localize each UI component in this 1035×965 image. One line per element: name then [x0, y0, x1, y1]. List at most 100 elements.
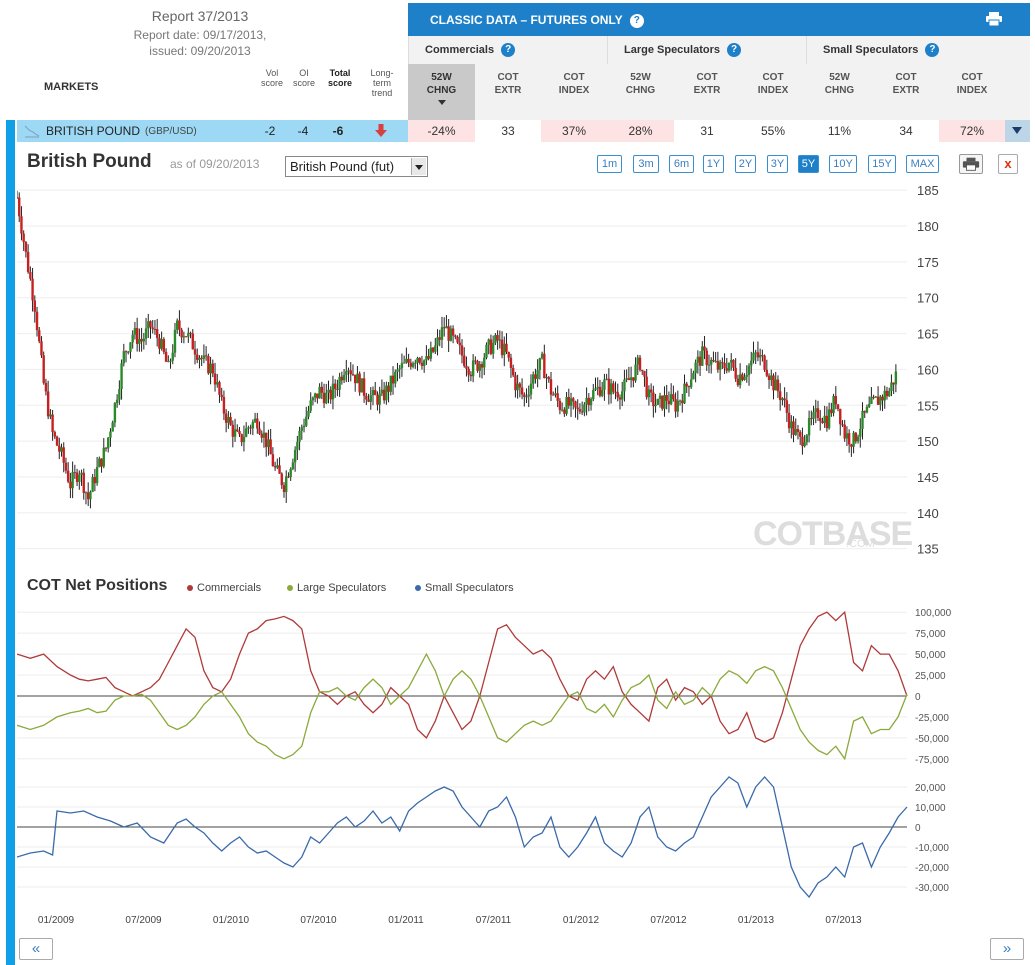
commercials-cot-index-header[interactable]: COT INDEX [541, 64, 607, 120]
candle-up [202, 355, 206, 359]
long-term-trend-header[interactable]: Long- term trend [364, 68, 400, 98]
candle-down [75, 472, 79, 482]
y-tick-label: -10,000 [915, 843, 949, 854]
commercials-cot-extr-header[interactable]: COT EXTR [475, 64, 541, 120]
candle-up [422, 360, 426, 366]
classic-data-header: CLASSIC DATA – FUTURES ONLY ? [408, 3, 1030, 36]
candle-down [627, 378, 631, 381]
help-icon[interactable]: ? [925, 43, 940, 57]
market-row-british-pound[interactable]: BRITISH POUND (GBP/USD) -2 -4 -6 -24% 33… [17, 120, 1030, 142]
range-button-max[interactable]: MAX [906, 155, 939, 173]
candle-up [781, 398, 784, 401]
market-name[interactable]: BRITISH POUND [46, 124, 141, 138]
candle-down [465, 365, 468, 369]
close-button[interactable]: x [998, 154, 1018, 174]
help-icon[interactable]: ? [727, 43, 742, 57]
candle-down [460, 345, 464, 356]
candle-up [389, 375, 392, 392]
range-button-1m[interactable]: 1m [597, 155, 622, 173]
candle-down [761, 355, 764, 357]
range-button-15y[interactable]: 15Y [868, 155, 896, 173]
candle-up [449, 328, 453, 341]
commercials-cot-extr-value: 33 [501, 124, 515, 138]
oi-score-header[interactable]: OI score [289, 68, 319, 88]
small-spec-cot-extr-header[interactable]: COT EXTR [873, 64, 939, 120]
col-header-line2: EXTR [494, 85, 522, 96]
candle-down [614, 391, 617, 393]
candle-up [707, 364, 711, 366]
candle-down [46, 391, 50, 417]
legend-small-speculators[interactable]: Small Speculators [425, 582, 514, 594]
help-icon[interactable]: ? [501, 43, 516, 57]
candle-up [569, 398, 573, 406]
col-header-line1: COT [696, 72, 718, 83]
y-tick-label: 155 [917, 398, 939, 413]
large-spec-cot-extr-header[interactable]: COT EXTR [674, 64, 740, 120]
range-button-1y[interactable]: 1Y [703, 155, 724, 173]
candle-up [861, 410, 864, 429]
expand-row-button[interactable] [1005, 120, 1030, 142]
y-tick-label: -75,000 [915, 755, 949, 766]
commercials-52w-chng-header[interactable]: 52W CHNG [408, 64, 475, 120]
candle-up [118, 388, 121, 400]
legend-large-speculators[interactable]: Large Speculators [297, 582, 387, 594]
candle-down [652, 392, 655, 407]
candle-up [160, 339, 163, 349]
candle-up [540, 353, 544, 359]
previous-button[interactable]: « [19, 938, 53, 960]
help-icon[interactable]: ? [629, 13, 644, 28]
candle-down [741, 374, 744, 381]
candle-down [572, 398, 575, 402]
candle-down [280, 473, 283, 486]
candle-up [267, 439, 270, 448]
range-button-5y[interactable]: 5Y [798, 155, 819, 173]
candle-down [218, 382, 221, 395]
total-score-header[interactable]: Total score [323, 68, 357, 88]
legend-commercials[interactable]: Commercials [197, 582, 262, 594]
candle-up [676, 400, 680, 412]
range-button-6m[interactable]: 6m [669, 155, 694, 173]
print-icon[interactable] [959, 154, 983, 174]
candle-up [115, 399, 119, 404]
candle-down [574, 401, 577, 408]
candle-down [362, 378, 366, 396]
y-tick-label: 150 [917, 434, 939, 449]
small-spec-cot-extr-value: 34 [899, 124, 913, 138]
range-button-10y[interactable]: 10Y [829, 155, 857, 173]
range-button-2y[interactable]: 2Y [735, 155, 756, 173]
large-spec-52w-chng-header[interactable]: 52W CHNG [607, 64, 674, 120]
candle-up [525, 396, 528, 398]
print-icon[interactable] [986, 12, 1002, 26]
candle-up [109, 431, 112, 438]
candle-up [856, 436, 860, 442]
market-cell[interactable]: BRITISH POUND (GBP/USD) -2 -4 -6 [17, 120, 408, 142]
candle-down [351, 374, 355, 376]
vol-score-header[interactable]: Vol score [257, 68, 287, 88]
candle-up [127, 351, 130, 353]
trend-down-arrow-icon [375, 124, 387, 137]
candle-down [93, 477, 97, 484]
large-spec-cot-index-header[interactable]: COT INDEX [740, 64, 806, 120]
candle-up [251, 421, 255, 429]
markets-column-header[interactable]: MARKETS [44, 81, 99, 93]
candle-down [53, 432, 57, 437]
small-spec-cot-index-header[interactable]: COT INDEX [939, 64, 1005, 120]
instrument-select[interactable]: British Pound (fut) [285, 156, 428, 177]
series-line-large-speculators [17, 652, 908, 761]
candle-down [841, 424, 844, 426]
candle-up [302, 425, 306, 428]
candle-down [778, 391, 782, 401]
total-score-header-line2: score [327, 78, 353, 88]
candle-up [111, 422, 114, 432]
small-spec-52w-chng-header[interactable]: 52W CHNG [806, 64, 873, 120]
candle-down [580, 411, 584, 413]
candle-up [870, 396, 873, 405]
range-button-3m[interactable]: 3m [633, 155, 659, 173]
next-button[interactable]: » [990, 938, 1024, 960]
report-issued: issued: 09/20/2013 [149, 44, 251, 58]
chevron-down-icon[interactable] [411, 158, 426, 175]
candle-up [609, 383, 613, 395]
candle-down [155, 329, 159, 339]
candle-down [847, 433, 851, 445]
range-button-3y[interactable]: 3Y [767, 155, 788, 173]
